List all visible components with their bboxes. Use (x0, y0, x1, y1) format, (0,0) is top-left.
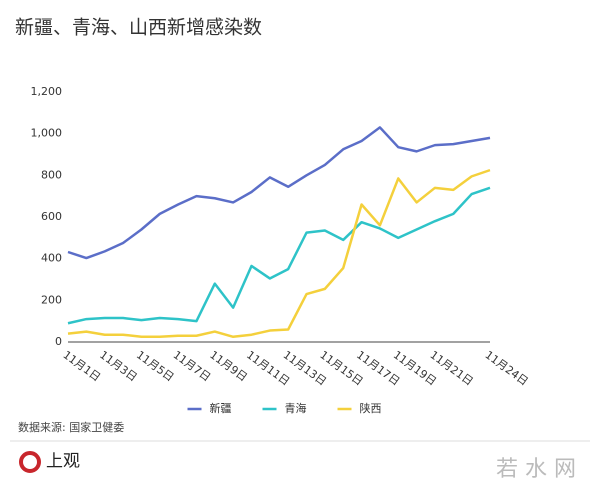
legend-label: 陕西 (360, 401, 382, 415)
y-tick-label: 1,000 (31, 127, 63, 140)
legend-label: 新疆 (210, 401, 232, 415)
logo: 上观 (46, 452, 80, 472)
source: 数据来源: 国家卫健委 (18, 420, 124, 434)
watermark: 若 水 网 (496, 457, 576, 482)
y-tick-label: 200 (41, 293, 62, 306)
line-series (67, 168, 491, 339)
line-series (67, 186, 491, 325)
y-tick-label: 0 (55, 335, 62, 348)
y-tick-label: 1,200 (31, 85, 63, 98)
legend-label: 青海 (285, 401, 307, 415)
y-tick-label: 600 (41, 210, 62, 223)
y-tick-label: 800 (41, 168, 62, 181)
logo-icon (19, 451, 41, 473)
chart-title: 新疆、青海、山西新增感染数 (15, 17, 262, 39)
line-series (67, 126, 491, 260)
y-tick-label: 400 (41, 252, 62, 265)
